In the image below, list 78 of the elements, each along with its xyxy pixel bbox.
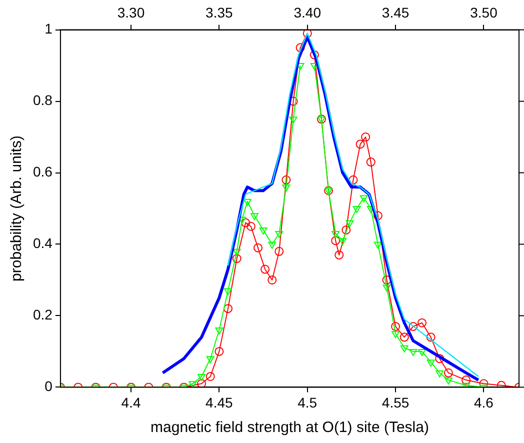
point: [275, 231, 284, 238]
y-tick-label: 0.6: [32, 164, 53, 180]
x-tick-label: 4.5: [298, 394, 318, 410]
point: [426, 332, 436, 342]
point: [352, 206, 361, 213]
y-tick-label: 0.4: [32, 235, 53, 252]
point: [373, 211, 382, 220]
point: [274, 246, 284, 256]
point: [409, 348, 418, 356]
point: [260, 264, 270, 274]
point: [418, 348, 426, 356]
point: [342, 225, 351, 234]
point: [400, 332, 409, 342]
point: [224, 304, 233, 314]
point: [496, 380, 506, 388]
point: [206, 356, 214, 364]
x-axis-title: magnetic field strength at O(1) site (Tesla): [150, 419, 429, 436]
x2-tick-label: 3.30: [117, 4, 145, 20]
point: [282, 184, 290, 192]
point: [366, 206, 375, 213]
point: [418, 318, 426, 328]
point: [391, 322, 400, 331]
point: [310, 50, 319, 60]
point: [331, 236, 340, 246]
point: [444, 378, 452, 385]
point: [198, 374, 206, 381]
point: [408, 322, 418, 331]
x2-tick-label: 3.35: [206, 4, 234, 20]
point: [282, 175, 291, 184]
point: [241, 218, 250, 228]
point: [392, 331, 400, 338]
point: [338, 238, 347, 246]
point: [188, 381, 197, 388]
point: [224, 288, 232, 296]
y-tick-label: 0.2: [32, 306, 53, 323]
y-tick-label: 0: [44, 378, 53, 394]
point: [356, 140, 365, 149]
point: [426, 360, 435, 367]
point: [302, 30, 312, 38]
point: [435, 354, 444, 364]
point: [360, 195, 368, 202]
point: [374, 242, 382, 249]
point: [214, 346, 224, 356]
point: [462, 376, 471, 385]
x-tick-label: 4.4: [121, 394, 141, 410]
point: [268, 275, 277, 284]
point: [436, 370, 444, 378]
y-axis-title: probability (Arb. units): [8, 136, 26, 282]
point: [296, 43, 305, 52]
point: [246, 222, 256, 231]
point: [346, 220, 354, 228]
point: [366, 158, 376, 167]
point: [206, 372, 215, 381]
x2-tick-label: 3.40: [294, 4, 322, 20]
point: [232, 254, 242, 264]
point: [361, 132, 370, 142]
point: [253, 243, 262, 252]
point: [289, 116, 298, 124]
point: [215, 328, 224, 335]
y-tick-label: 0.8: [32, 92, 53, 108]
x-tick-label: 4.45: [206, 394, 234, 410]
point: [259, 227, 268, 234]
point: [400, 345, 408, 352]
x2-tick-label: 3.50: [470, 4, 498, 20]
point: [332, 231, 340, 238]
point: [197, 379, 206, 388]
x2-tick-label: 3.45: [382, 4, 410, 20]
point: [334, 250, 344, 260]
point: [444, 368, 453, 378]
point: [382, 284, 391, 292]
point: [243, 198, 252, 206]
x-tick-label: 4.55: [382, 394, 410, 410]
point: [232, 248, 241, 256]
x-tick-label: 4.6: [474, 394, 494, 410]
point: [250, 213, 258, 220]
y-tick-label: 1: [44, 20, 53, 37]
point: [479, 379, 488, 388]
point: [268, 242, 276, 249]
